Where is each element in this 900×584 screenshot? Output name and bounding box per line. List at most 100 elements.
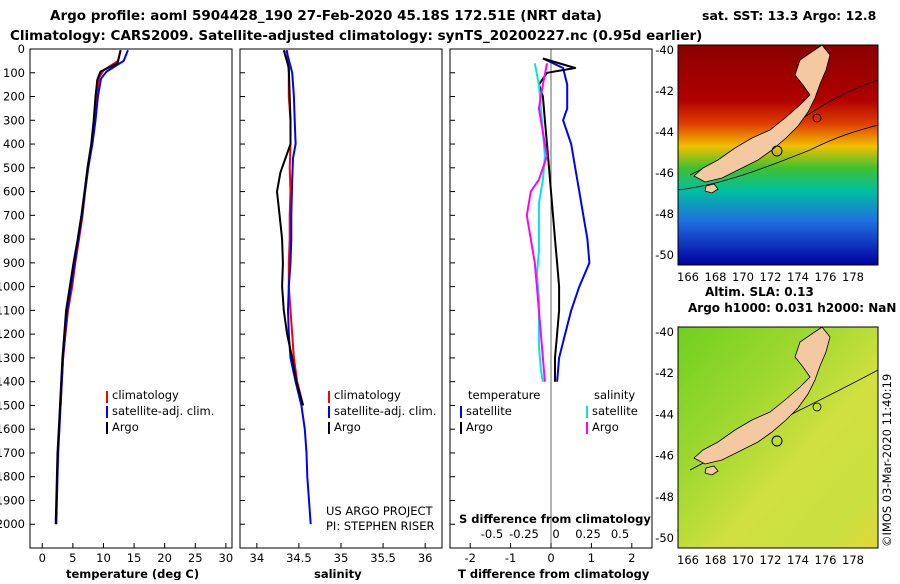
- lon-tick-label: 168: [705, 270, 727, 284]
- lat-tick-label: -46: [655, 166, 674, 180]
- depth-tick-label: 100: [3, 66, 25, 80]
- depth-tick-label: 1800: [0, 470, 25, 484]
- x-tick-label: 2: [628, 551, 635, 565]
- legend-swatch-s-argo: [586, 422, 588, 434]
- depth-tick-label: 1700: [0, 446, 25, 460]
- depth-tick-label: 400: [3, 137, 25, 151]
- legend-header-temperature: temperature: [468, 388, 540, 402]
- new-zealand-land: [693, 326, 831, 465]
- lat-tick-label: -50: [655, 531, 674, 545]
- series-line-satellite-adj-clim: [55, 49, 129, 525]
- s-diff-tick-label: 0.25: [575, 527, 601, 541]
- lat-tick-label: -44: [655, 407, 674, 421]
- sla-map-title-line2: Argo h1000: 0.031 h2000: NaN: [688, 301, 896, 315]
- credit-line1: US ARGO PROJECT: [326, 504, 434, 518]
- x-tick-label: 20: [157, 551, 172, 565]
- s-diff-tick-label: 0: [552, 527, 559, 541]
- temperature-panel-frame: [29, 48, 233, 549]
- legend-swatch-s-satellite: [586, 406, 588, 418]
- new-zealand-land: [693, 44, 831, 183]
- x-tick-label: 5: [69, 551, 76, 565]
- x-tick-label: 0: [547, 551, 554, 565]
- x-tick-label: 0: [39, 551, 46, 565]
- sst-map-title: sat. SST: 13.3 Argo: 12.8: [702, 8, 876, 23]
- lon-tick-label: 172: [760, 270, 782, 284]
- legend-header-salinity: salinity: [594, 388, 635, 402]
- legend-label-t-satellite: satellite: [466, 404, 512, 418]
- legend-swatch-climatology: [106, 391, 108, 403]
- depth-tick-label: 2000: [0, 517, 25, 531]
- salinity-legend: climatology satellite-adj. clim. Argo: [328, 388, 436, 434]
- depth-tick-label: 0: [18, 42, 25, 56]
- difference-legend: temperature salinity satellite Argo sate…: [460, 388, 638, 434]
- legend-swatch-satellite: [106, 406, 108, 418]
- depth-tick-label: 600: [3, 185, 25, 199]
- legend-label-argo: Argo: [112, 420, 139, 434]
- chatham-rise-feature: [812, 113, 822, 123]
- depth-tick-label: 500: [3, 161, 25, 175]
- series-line-s-argo: [525, 63, 548, 382]
- lat-tick-label: -42: [655, 366, 674, 380]
- lat-tick-label: -48: [655, 490, 674, 504]
- legend-swatch-satellite: [328, 406, 330, 418]
- x-tick-label: 10: [96, 551, 111, 565]
- sla-map-title-line1: Altim. SLA: 0.13: [705, 285, 814, 299]
- lon-tick-label: 170: [732, 553, 754, 567]
- x-tick-label: 30: [219, 551, 234, 565]
- legend-swatch-argo: [106, 422, 108, 434]
- lat-tick-label: -50: [655, 248, 674, 262]
- lon-tick-label: 174: [787, 553, 809, 567]
- sst-contour-line: [677, 124, 879, 191]
- sla-map-field: [677, 326, 879, 549]
- legend-label-satellite: satellite-adj. clim.: [112, 404, 214, 418]
- series-line-satellite-adj-clim: [285, 49, 312, 525]
- x-tick-label: 35: [334, 551, 349, 565]
- legend-label-s-satellite: satellite: [592, 404, 638, 418]
- lat-tick-label: -40: [655, 43, 674, 57]
- t-difference-axis-label: T difference from climatology: [458, 567, 650, 580]
- legend-label-climatology: climatology: [112, 388, 179, 402]
- stewart-island: [704, 183, 719, 194]
- x-tick-label: 35.5: [370, 551, 396, 565]
- s-difference-axis-label: S difference from climatology: [459, 512, 651, 526]
- lon-tick-label: 168: [705, 553, 727, 567]
- legend-label-t-argo: Argo: [466, 420, 493, 434]
- depth-tick-label: 1500: [0, 398, 25, 412]
- lat-tick-label: -40: [655, 325, 674, 339]
- lon-tick-label: 178: [842, 553, 864, 567]
- lon-tick-label: 172: [760, 553, 782, 567]
- s-diff-tick-label: -0.5: [481, 527, 503, 541]
- legend-label-argo: Argo: [334, 420, 361, 434]
- x-tick-label: 15: [127, 551, 142, 565]
- chatham-rise-feature: [812, 402, 822, 412]
- x-tick-label: 1: [588, 551, 595, 565]
- x-tick-label: -2: [464, 551, 475, 565]
- lon-tick-label: 176: [815, 553, 837, 567]
- stewart-island: [704, 465, 719, 476]
- legend-label-s-argo: Argo: [592, 420, 619, 434]
- lat-tick-label: -44: [655, 125, 674, 139]
- depth-tick-label: 1600: [0, 422, 25, 436]
- s-diff-tick-label: 0.5: [611, 527, 629, 541]
- legend-swatch-climatology: [328, 391, 330, 403]
- sst-map-field: [677, 44, 879, 266]
- temperature-legend: climatology satellite-adj. clim. Argo: [106, 388, 214, 434]
- sla-map: [677, 326, 879, 549]
- series-line-argo: [276, 49, 305, 406]
- lon-tick-label: 174: [787, 270, 809, 284]
- depth-tick-label: 800: [3, 232, 25, 246]
- series-line-argo: [54, 49, 122, 525]
- depth-tick-label: 1100: [0, 303, 25, 317]
- salinity-axis-label: salinity: [314, 567, 362, 580]
- depth-tick-label: 1300: [0, 351, 25, 365]
- lon-tick-label: 166: [677, 553, 699, 567]
- depth-tick-label: 1200: [0, 327, 25, 341]
- legend-swatch-argo: [328, 422, 330, 434]
- depth-tick-label: 700: [3, 208, 25, 222]
- lat-tick-label: -48: [655, 207, 674, 221]
- legend-label-climatology: climatology: [334, 388, 401, 402]
- series-line-s-satellite: [533, 63, 546, 382]
- depth-tick-label: 900: [3, 256, 25, 270]
- header-title-line1: Argo profile: aoml 5904428_190 27-Feb-20…: [50, 8, 602, 24]
